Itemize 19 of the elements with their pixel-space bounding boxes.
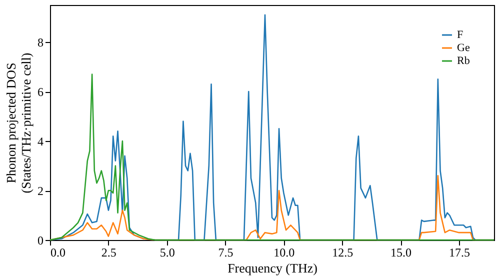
y-tick-label: 4 [38, 134, 44, 149]
line-series [49, 74, 495, 241]
y-tick-label: 6 [38, 85, 44, 100]
x-axis-title: Frequency (THz) [228, 260, 318, 276]
legend-label: Rb [457, 55, 470, 67]
x-tick-label: 5.0 [160, 246, 175, 260]
legend-label: F [457, 29, 464, 41]
y-tick-label: 2 [38, 184, 44, 198]
x-tick-label: 10.0 [274, 246, 295, 260]
x-tick-label: 2.5 [101, 246, 116, 260]
y-tick-label: 0 [38, 234, 44, 248]
legend-label: Ge [457, 42, 470, 54]
x-tick-label: 0.0 [50, 246, 66, 260]
x-tick-label: 15.0 [390, 246, 412, 260]
x-tick-label: 17.5 [448, 246, 470, 260]
x-tick-label: 7.5 [218, 246, 234, 260]
y-tick-label: 8 [38, 36, 44, 50]
x-tick-label: 12.5 [332, 246, 354, 260]
y-axis-title: Phonon projected DOS (States/THz·primitive cell) [4, 52, 34, 194]
